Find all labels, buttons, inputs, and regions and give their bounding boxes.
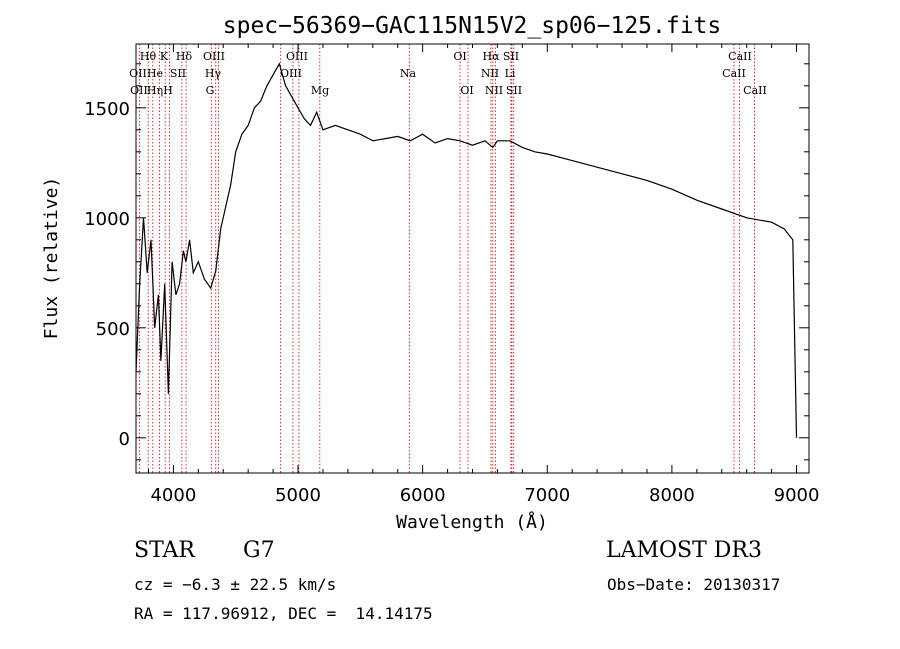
line-label: OII <box>130 84 148 97</box>
line-label: K <box>160 50 169 63</box>
observation-date: Obs−Date: 20130317 <box>607 575 781 594</box>
line-label: Hθ <box>140 50 157 63</box>
redshift-cz: cz = −6.3 ± 22.5 km/s <box>134 575 337 594</box>
line-label: NII <box>481 67 499 80</box>
spectrum-series-line <box>135 62 798 438</box>
line-label: SII <box>506 84 522 97</box>
line-label: Hα <box>482 50 500 63</box>
y-tick-label: 1000 <box>84 209 130 230</box>
line-label: H <box>163 84 173 97</box>
line-label: Hδ <box>176 50 193 63</box>
line-label: Na <box>400 67 417 80</box>
line-label: OIII <box>280 67 302 80</box>
x-tick-label: 4000 <box>150 485 196 506</box>
line-label: NII <box>485 84 503 97</box>
line-label: G <box>206 84 215 97</box>
line-label: Li <box>505 67 516 80</box>
line-label: OI <box>460 84 473 97</box>
line-label: CaII <box>728 50 752 63</box>
survey-name: LAMOST DR3 <box>606 538 762 563</box>
line-label: SII <box>503 50 519 63</box>
y-tick-label: 0 <box>119 429 130 450</box>
x-tick-label: 8000 <box>649 485 695 506</box>
line-label: OIII <box>286 50 308 63</box>
emission-line-markers <box>138 44 755 473</box>
line-label: OI <box>453 50 466 63</box>
x-tick-label: 9000 <box>774 485 820 506</box>
ra-dec-coordinates: RA = 117.96912, DEC = 14.14175 <box>134 604 433 623</box>
line-label: He <box>147 67 163 80</box>
line-label: SII <box>170 67 186 80</box>
y-tick-label: 1500 <box>84 99 130 120</box>
y-tick-label: 500 <box>96 319 130 340</box>
x-axis-label: Wavelength (Å) <box>396 511 548 533</box>
object-class: STAR <box>134 538 195 563</box>
x-axis-ticks: 4000 5000 6000 7000 8000 9000 <box>147 44 820 506</box>
chart-title: spec−56369−GAC115N15V2_sp06−125.fits <box>223 13 722 39</box>
line-label: Mg <box>311 84 329 97</box>
x-tick-label: 7000 <box>524 485 570 506</box>
line-label: CaII <box>743 84 767 97</box>
object-subclass: G7 <box>243 538 275 563</box>
line-label: OII <box>129 67 147 80</box>
line-label: CaII <box>722 67 746 80</box>
y-axis-label: Flux (relative) <box>41 177 62 340</box>
plot-frame <box>135 43 810 474</box>
line-label: Hη <box>147 84 163 97</box>
y-axis-ticks: 0 500 1000 1500 <box>84 63 809 461</box>
line-label: Hγ <box>205 67 222 80</box>
x-tick-label: 5000 <box>275 485 321 506</box>
x-tick-label: 6000 <box>400 485 446 506</box>
line-label: OIII <box>203 50 225 63</box>
